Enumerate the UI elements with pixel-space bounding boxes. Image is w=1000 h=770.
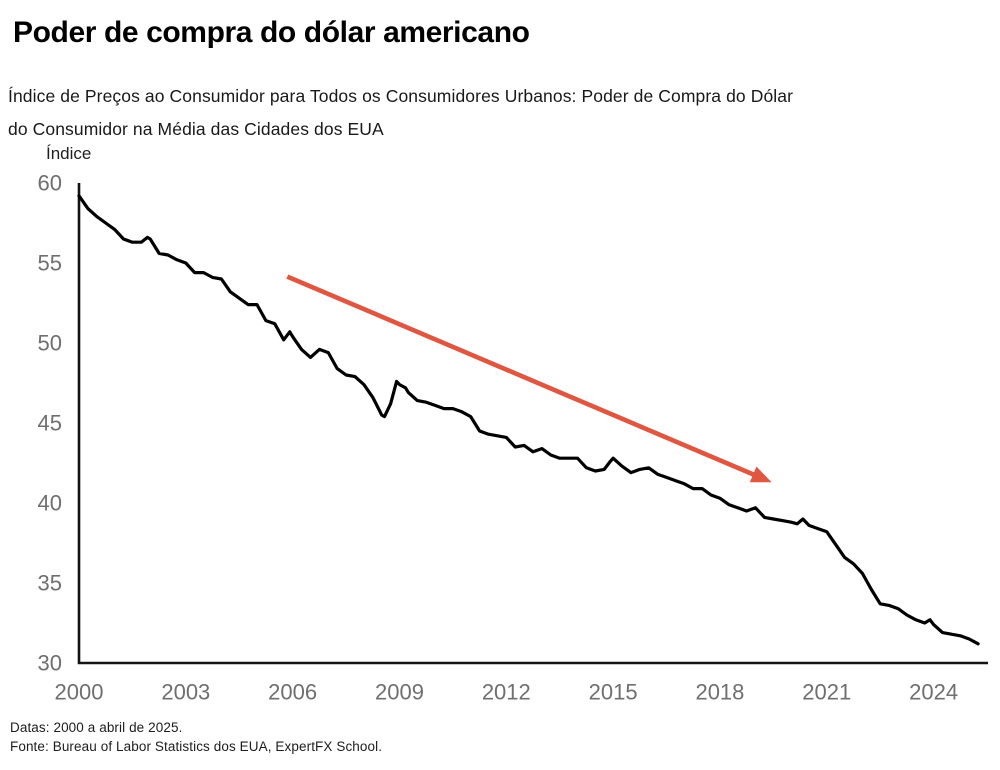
y-tick-label: 35 [38,571,62,596]
y-tick-label: 45 [38,411,62,436]
page-title: Poder de compra do dólar americano [13,16,530,49]
x-tick-label: 2012 [482,680,531,705]
trend-arrow-shaft [286,274,762,480]
y-tick-label: 30 [38,651,62,676]
y-tick-label: 55 [38,251,62,276]
trend-arrow-head [749,466,772,483]
x-tick-label: 2000 [55,680,104,705]
y-tick-label: 50 [38,331,62,356]
x-tick-label: 2006 [268,680,317,705]
axes [77,183,988,665]
footer-source: Fonte: Bureau of Labor Statistics dos EU… [10,739,383,754]
y-tick-label: 60 [38,171,62,196]
x-tick-label: 2003 [161,680,210,705]
x-tick-label: 2024 [909,680,958,705]
purchasing-power-line [77,194,980,646]
x-tick-label: 2018 [695,680,744,705]
y-axis-title: Índice [46,144,92,163]
y-tick-label: 40 [38,491,62,516]
footer-dates: Datas: 2000 a abril de 2025. [10,720,183,735]
x-tick-label: 2015 [589,680,638,705]
x-tick-label: 2009 [375,680,424,705]
x-tick-label: 2021 [802,680,851,705]
chart-subtitle-line1: Índice de Preços ao Consumidor para Todo… [8,86,794,106]
chart-subtitle-line2: do Consumidor na Média das Cidades dos E… [8,119,384,139]
